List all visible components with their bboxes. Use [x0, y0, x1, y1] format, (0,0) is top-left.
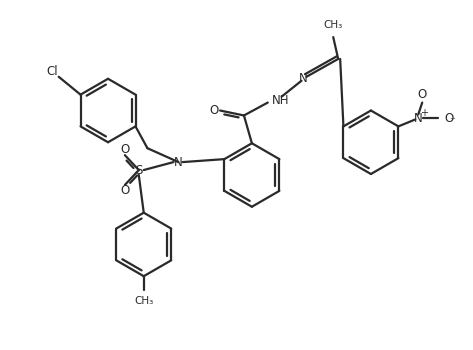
Text: N: N: [414, 112, 423, 125]
Text: O: O: [418, 88, 427, 101]
Text: O: O: [210, 104, 219, 117]
Text: S: S: [135, 163, 142, 176]
Text: +: +: [420, 108, 428, 119]
Text: Cl: Cl: [46, 65, 58, 78]
Text: CH₃: CH₃: [134, 296, 153, 306]
Text: O: O: [444, 112, 453, 125]
Text: ⁻: ⁻: [449, 117, 455, 126]
Text: O: O: [120, 143, 130, 156]
Text: N: N: [299, 72, 308, 85]
Text: CH₃: CH₃: [324, 20, 343, 30]
Text: N: N: [174, 156, 183, 169]
Text: NH: NH: [272, 94, 289, 107]
Text: O: O: [120, 184, 130, 197]
